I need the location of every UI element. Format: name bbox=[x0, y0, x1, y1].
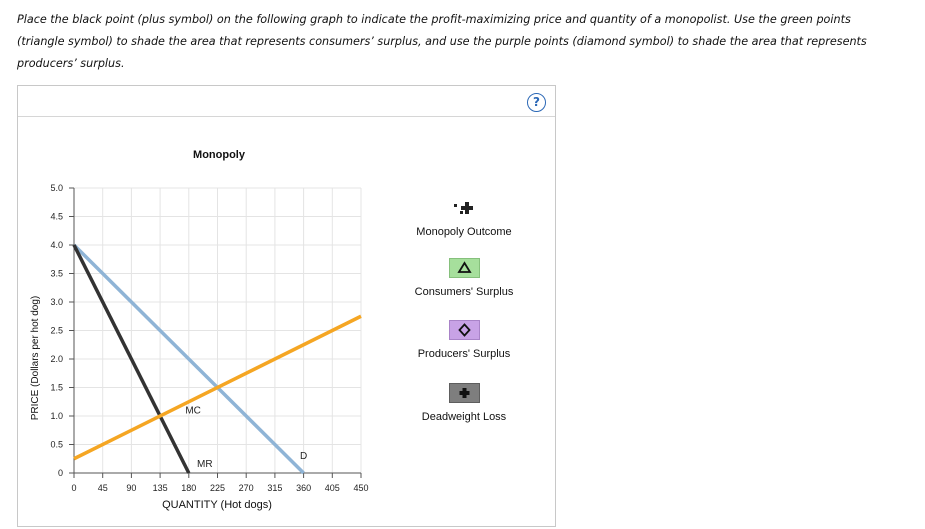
help-icon[interactable]: ? bbox=[527, 93, 546, 112]
question-instructions: Place the black point (plus symbol) on t… bbox=[17, 13, 867, 70]
y-tick-label: 4.5 bbox=[50, 212, 63, 222]
demand-curve-label: D bbox=[300, 451, 307, 462]
y-tick-label: 0.5 bbox=[50, 440, 63, 450]
legend-label-producers-surplus: Producers' Surplus bbox=[417, 348, 511, 360]
triangle-icon[interactable] bbox=[448, 258, 480, 278]
marginal-revenue-curve-label: MR bbox=[197, 459, 213, 470]
graph-toolbar: ? bbox=[18, 86, 555, 117]
y-tick-label: 3.0 bbox=[50, 297, 63, 307]
legend-label-consumers-surplus: Consumers' Surplus bbox=[414, 286, 514, 298]
x-tick-label: 360 bbox=[296, 483, 311, 493]
y-tick-label: 0 bbox=[58, 468, 63, 478]
curves[interactable] bbox=[72, 243, 362, 475]
plus-icon[interactable] bbox=[449, 196, 480, 218]
y-tick-label: 3.5 bbox=[50, 269, 63, 279]
x-tick-label: 0 bbox=[71, 483, 76, 493]
x-tick-label: 450 bbox=[353, 483, 368, 493]
chart-title: Monopoly bbox=[193, 149, 246, 161]
marginal-cost-curve[interactable] bbox=[73, 314, 362, 461]
y-tick-label: 5.0 bbox=[50, 183, 63, 193]
y-axis-title: PRICE (Dollars per hot dog) bbox=[30, 296, 41, 421]
x-tick-label: 180 bbox=[181, 483, 196, 493]
legend-label-deadweight-loss: Deadweight Loss bbox=[421, 411, 507, 423]
axes: 0 45 90 135 180 225 270 315 360 405 450 0 0.5 1.0 1.5 2… bbox=[50, 183, 368, 493]
plus-icon[interactable] bbox=[448, 383, 480, 403]
diamond-icon[interactable] bbox=[448, 320, 480, 340]
x-axis-title: QUANTITY (Hot dogs) bbox=[162, 499, 272, 511]
y-tick-label: 1.5 bbox=[50, 383, 63, 393]
legend-deadweight-loss[interactable]: Deadweight Loss bbox=[399, 383, 529, 423]
monopoly-chart[interactable]: Monopoly 0 45 90 135 180 225 270 315 360 405 45000… bbox=[18, 118, 555, 526]
legend-monopoly-outcome[interactable]: Monopoly Outcome bbox=[399, 196, 529, 238]
graph-panel: ? Monopoly 0 45 90 135 180 225 270 315 360 405 450… bbox=[17, 85, 556, 527]
y-tick-label: 2.5 bbox=[50, 326, 63, 336]
x-tick-label: 90 bbox=[126, 483, 136, 493]
legend-consumers-surplus[interactable]: Consumers' Surplus bbox=[399, 258, 529, 298]
curve-labels: D MR MC bbox=[185, 406, 307, 470]
y-tick-label: 4.0 bbox=[50, 240, 63, 250]
y-tick-label: 2.0 bbox=[50, 354, 63, 364]
marginal-cost-curve-label: MC bbox=[185, 406, 201, 417]
x-tick-label: 315 bbox=[267, 483, 282, 493]
marginal-revenue-curve[interactable] bbox=[72, 244, 191, 474]
x-tick-label: 135 bbox=[153, 483, 168, 493]
y-tick-label: 1.0 bbox=[50, 411, 63, 421]
x-tick-label: 45 bbox=[98, 483, 108, 493]
legend-label-monopoly-outcome: Monopoly Outcome bbox=[416, 226, 512, 238]
demand-curve[interactable] bbox=[72, 243, 305, 475]
legend-producers-surplus[interactable]: Producers' Surplus bbox=[399, 320, 529, 360]
x-tick-label: 270 bbox=[239, 483, 254, 493]
x-tick-label: 225 bbox=[210, 483, 225, 493]
x-tick-label: 405 bbox=[325, 483, 340, 493]
